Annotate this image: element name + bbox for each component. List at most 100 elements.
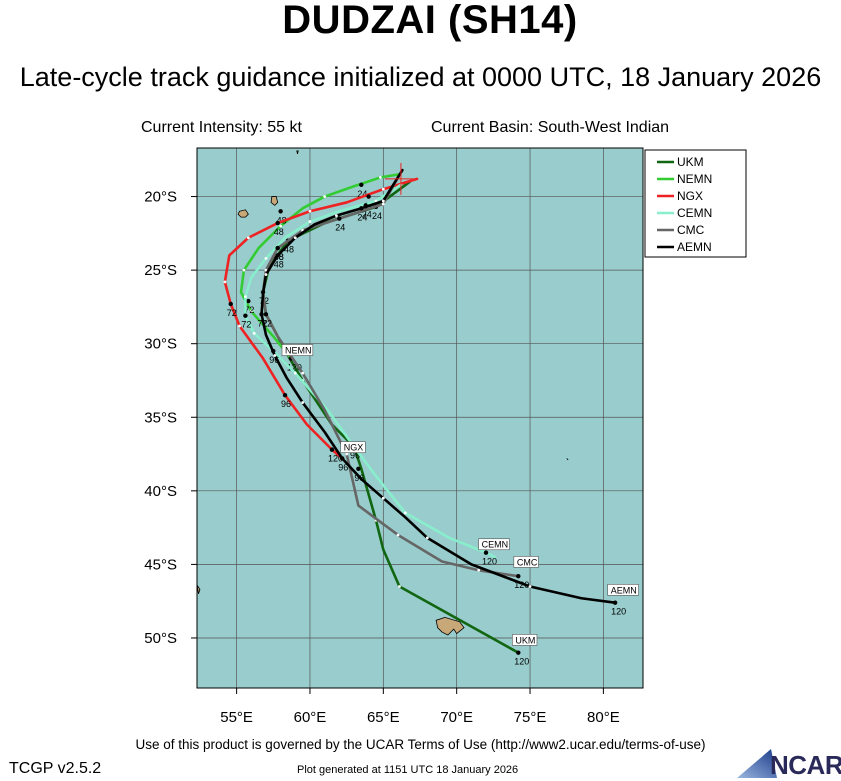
track-aemn [260,168,617,604]
page-title: DUDZAI (SH14) [282,0,578,42]
tau-dot [359,206,364,211]
tau-dot [366,194,371,199]
tau-dot [337,216,342,221]
tau-dot [278,209,283,214]
y-tick-label: 45°S [144,556,177,573]
track-point [323,195,327,198]
track-point [374,199,378,203]
track-point [293,371,297,375]
track-point [381,199,385,203]
track-point [378,176,382,179]
tau-dot [356,466,361,471]
tau-label: 48 [284,245,294,255]
track-point [345,452,349,456]
end-tag-ukm: UKM [512,634,538,646]
track-point [223,280,227,284]
track-point [403,511,407,515]
track-point [273,354,277,357]
end-tag-box [340,441,366,453]
track-point [264,268,268,272]
tau-dot [282,392,288,398]
tau-label: 120 [482,557,497,567]
track-nemn [239,173,400,360]
island-kerguelen [435,616,465,636]
track-point [246,236,250,240]
end-tag-box [512,634,538,646]
track-point [381,496,385,500]
x-tick-label: 75°E [514,709,547,726]
end-tag-box [513,556,539,568]
y-tick-label: 30°S [144,336,177,353]
tau-dot [359,182,364,187]
tau-label: 24 [357,212,367,222]
end-tag-ngx: NGX [340,441,366,453]
tau-label: 96 [350,451,360,461]
current-basin: Current Basin: South-West Indian [431,119,670,136]
legend-label-aemn: AEMN [677,240,712,254]
tau-dot [243,313,248,318]
track-point [301,401,305,404]
tau-label: 120 [328,454,343,464]
track-point [308,209,312,213]
x-tick-label: 65°E [367,709,400,726]
island-reunion [237,209,249,218]
ncar-logo-text: NCAR [770,750,841,780]
tau-label: 96 [269,355,279,365]
x-tick-label: 70°E [440,709,473,726]
track-point [425,536,429,540]
y-tick-label: 50°S [144,630,177,647]
track-point [252,331,256,335]
island-mauritius [270,196,279,206]
track-point [334,214,338,218]
tau-label: 120 [287,362,302,372]
tau-label: 72 [244,305,254,315]
ncar-logo: NCAR [737,745,841,780]
plot-frame [196,147,644,689]
tau-label: 24 [335,223,345,233]
track-point [381,187,385,191]
tau-label: 72 [262,318,272,328]
tau-label: 24 [372,211,382,221]
tau-dot [329,447,335,452]
tau-dot [612,600,618,605]
tau-dot [516,573,521,579]
track-point [238,324,241,328]
island-tromelin [296,150,299,154]
track-cmc [261,176,520,578]
legend: UKM NEMN NGX CEMN CMC AEMN [644,149,747,258]
island-madagascar-coast [196,584,201,594]
terms-of-use: Use of this product is governed by the U… [135,737,706,752]
tau-label: 120 [514,657,529,667]
y-tick-label: 20°S [144,189,177,206]
tau-dot [275,220,280,226]
end-tag-text: CEMN [482,540,509,550]
track-point [264,273,268,276]
tau-dot [228,301,233,307]
end-tag-text: NGX [344,443,364,453]
tau-dot [516,650,521,655]
end-tag-box [607,584,639,596]
legend-label-ngx: NGX [677,189,703,203]
x-tick-label: 60°E [294,709,327,726]
tau-label: 24 [357,189,367,199]
track-point [249,309,253,313]
tau-dot [340,456,345,461]
tau-dot [246,298,251,304]
end-tag-text: AEMN [611,585,637,595]
y-tick-label: 40°S [144,483,177,500]
x-tick-label: 80°E [587,709,620,726]
tau-dot [483,550,489,555]
y-tick-label: 25°S [144,262,177,279]
tau-label: 96 [281,399,291,409]
tau-dot [275,253,280,258]
legend-box [644,149,747,258]
generated-timestamp: Plot generated at 1151 UTC 18 January 20… [297,764,519,776]
legend-label-cemn: CEMN [677,206,712,220]
x-tick-label: 55°E [220,709,253,726]
ncar-logo-icon [737,749,777,778]
legend-label-nemn: NEMN [677,172,712,186]
end-tag-aemn: AEMN [607,584,639,596]
tau-dot [263,312,269,317]
island-amsterdam [566,458,569,461]
